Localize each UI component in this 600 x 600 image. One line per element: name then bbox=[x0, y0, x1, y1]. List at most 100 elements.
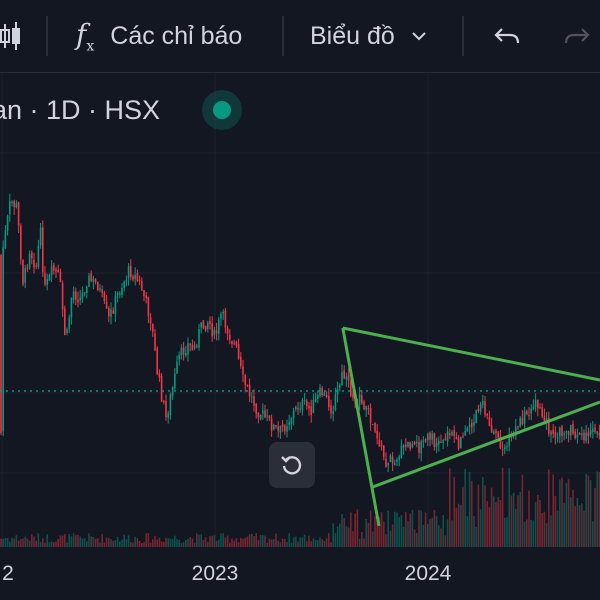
volume-bar bbox=[444, 535, 447, 547]
candle-body bbox=[325, 394, 328, 397]
volume-bar bbox=[310, 541, 312, 547]
candle-body bbox=[270, 418, 273, 431]
candle-body bbox=[222, 311, 224, 314]
market-status-indicator[interactable] bbox=[202, 90, 242, 130]
volume-bar bbox=[92, 537, 95, 547]
symbol-legend[interactable]: an · 1D · HSX bbox=[0, 90, 160, 130]
volume-bar bbox=[328, 533, 330, 547]
indicators-button[interactable]: fx Các chỉ báo bbox=[76, 0, 242, 72]
candle-body bbox=[567, 431, 570, 436]
volume-bar bbox=[336, 526, 339, 547]
volume-bar bbox=[363, 538, 365, 547]
candle-body bbox=[413, 442, 416, 445]
candle-body bbox=[490, 425, 493, 433]
candle-body bbox=[583, 432, 585, 441]
candle-body bbox=[297, 407, 299, 410]
triangle-drawing bbox=[341, 326, 600, 527]
candle-body bbox=[488, 417, 491, 426]
candle-body bbox=[484, 401, 486, 415]
candle-body bbox=[449, 433, 451, 435]
candle-body bbox=[108, 307, 110, 317]
candle-body bbox=[50, 266, 53, 276]
candle-body bbox=[2, 247, 4, 432]
volume-bar bbox=[389, 530, 392, 547]
volume-bar bbox=[567, 479, 570, 547]
volume-bar bbox=[321, 539, 323, 547]
volume-bar bbox=[515, 508, 517, 547]
volume-bar bbox=[112, 540, 114, 547]
candle-body bbox=[224, 310, 227, 328]
candle-body bbox=[394, 463, 396, 466]
candle-body bbox=[57, 269, 59, 273]
candle-body bbox=[255, 403, 257, 414]
volume-bar bbox=[576, 498, 579, 547]
candle-body bbox=[548, 418, 550, 434]
candle-body bbox=[537, 399, 539, 409]
volume-bar bbox=[554, 495, 557, 547]
volume-bar bbox=[2, 538, 4, 547]
candle-body bbox=[154, 333, 156, 351]
volume-bar bbox=[154, 536, 156, 547]
candle-body bbox=[15, 202, 18, 208]
volume-bar bbox=[185, 539, 187, 547]
candle-body bbox=[391, 456, 394, 464]
volume-bar bbox=[530, 519, 532, 547]
candle-body bbox=[396, 459, 398, 462]
volume-bar bbox=[367, 522, 370, 547]
candle-body bbox=[130, 265, 132, 277]
volume-bar bbox=[108, 538, 110, 547]
reset-chart-button[interactable] bbox=[269, 442, 315, 488]
candle-body bbox=[523, 411, 526, 424]
volume-bar bbox=[246, 536, 249, 547]
volume-bar bbox=[26, 538, 29, 547]
volume-bar bbox=[378, 516, 381, 547]
volume-bar bbox=[462, 487, 464, 547]
time-axis-label: 2023 bbox=[191, 562, 239, 585]
candle-body bbox=[28, 254, 31, 268]
candle-body bbox=[262, 410, 264, 414]
undo-button[interactable] bbox=[492, 0, 522, 72]
candle-body bbox=[532, 406, 535, 409]
volume-bar bbox=[559, 479, 561, 547]
volume-bar bbox=[132, 542, 134, 547]
volume-bar bbox=[44, 542, 46, 547]
volume-bar bbox=[178, 539, 180, 547]
volume-bar bbox=[325, 538, 328, 547]
candle-body bbox=[303, 400, 306, 402]
volume-bar bbox=[486, 501, 488, 547]
candle-body bbox=[112, 310, 114, 314]
candle-body bbox=[460, 436, 462, 449]
redo-button[interactable] bbox=[562, 0, 592, 72]
volume-bar bbox=[200, 534, 202, 547]
volume-bar bbox=[53, 542, 55, 547]
volume-bar bbox=[543, 511, 546, 547]
volume-bar bbox=[290, 542, 293, 547]
volume-bar bbox=[59, 535, 62, 547]
volume-bar bbox=[402, 526, 405, 547]
chart-type-button[interactable]: Biểu đồ bbox=[310, 0, 429, 72]
candle-body bbox=[292, 410, 295, 419]
volume-bar bbox=[407, 521, 409, 547]
redo-icon bbox=[564, 28, 590, 44]
candles-button[interactable] bbox=[0, 0, 24, 72]
candle-body bbox=[477, 408, 480, 412]
volume-bar bbox=[198, 534, 200, 547]
volume-bar bbox=[9, 541, 11, 547]
candle-body bbox=[585, 432, 587, 441]
candle-body bbox=[341, 372, 343, 385]
candle-body bbox=[495, 430, 497, 434]
candle-body bbox=[475, 410, 477, 424]
triangle-lower-line bbox=[372, 400, 600, 489]
price-chart[interactable] bbox=[0, 73, 600, 600]
candle-body bbox=[422, 440, 425, 443]
volume-bar bbox=[97, 538, 99, 547]
volume-bar bbox=[273, 539, 275, 547]
candle-body bbox=[176, 361, 178, 374]
candle-body bbox=[409, 442, 411, 450]
volume-bar bbox=[409, 513, 411, 547]
volume-bar bbox=[79, 536, 81, 547]
volume-bar bbox=[244, 537, 246, 547]
volume-bar bbox=[317, 540, 319, 547]
volume-bar bbox=[391, 524, 394, 547]
volume-bar bbox=[180, 542, 183, 547]
